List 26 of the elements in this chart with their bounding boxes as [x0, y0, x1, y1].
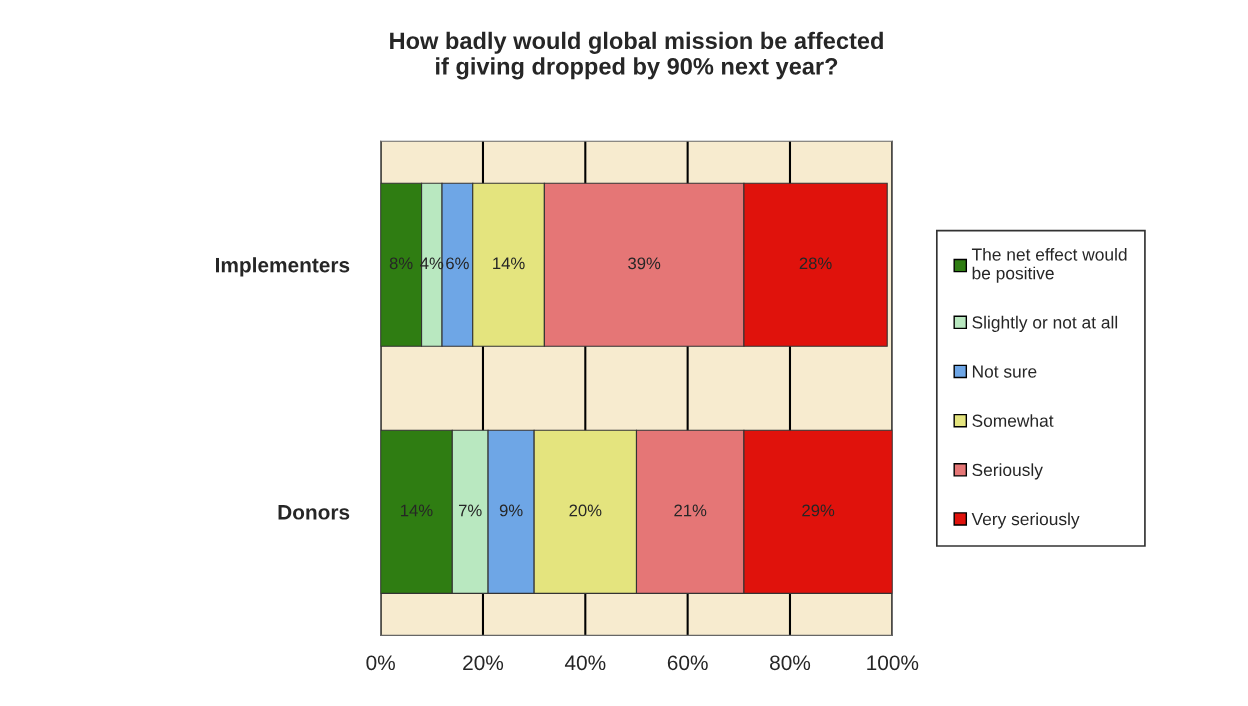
data-label: 6% [446, 257, 469, 270]
x-tick-label: 40% [564, 655, 606, 671]
data-label: 7% [458, 504, 482, 517]
data-label: 29% [802, 504, 835, 517]
data-label: 21% [674, 504, 707, 517]
data-label: 39% [628, 257, 661, 270]
legend-label: Slightly or not at all [972, 315, 1118, 332]
legend-label: Somewhat [972, 414, 1054, 427]
data-label: 9% [499, 504, 523, 517]
y-tick-label: Implementers [216, 257, 350, 277]
legend-label: The net effect would be positive [971, 247, 1127, 283]
chart-title: How badly would global mission be affected if giving dropped by 90% next year? [390, 31, 883, 80]
legend-label: Very seriously [971, 512, 1080, 529]
x-tick-label: 20% [463, 655, 504, 671]
legend-label: Seriously [972, 463, 1043, 480]
x-tick-label: 100% [867, 655, 919, 671]
data-label: 14% [493, 257, 525, 270]
x-tick-label: 60% [667, 655, 708, 671]
x-tick-label: 0% [366, 655, 395, 671]
data-label: 8% [389, 257, 413, 270]
data-label: 28% [799, 257, 832, 270]
data-label: 20% [569, 504, 602, 517]
legend-label: Not sure [972, 365, 1037, 378]
y-tick-label: Donors [278, 505, 350, 520]
data-label: 14% [401, 504, 433, 517]
x-tick-label: 80% [770, 655, 811, 671]
